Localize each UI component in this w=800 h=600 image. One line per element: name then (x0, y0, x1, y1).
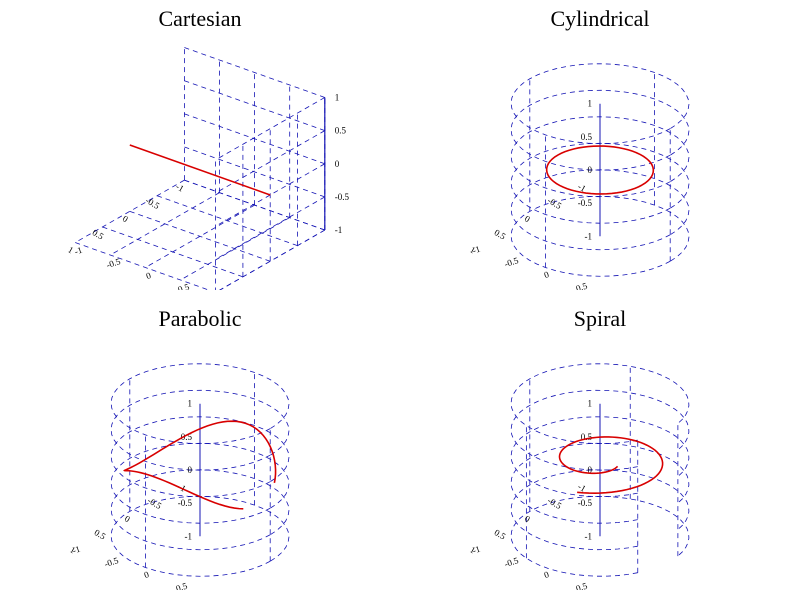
svg-text:1: 1 (588, 99, 593, 109)
svg-text:-0.5: -0.5 (335, 192, 350, 202)
panel-parabolic: Parabolic -1-0.500.51-1-0.500.51-1-0.500… (0, 300, 400, 600)
title-cartesian: Cartesian (0, 6, 400, 32)
title-parabolic: Parabolic (0, 306, 400, 332)
title-cylindrical: Cylindrical (400, 6, 800, 32)
svg-text:1: 1 (588, 399, 593, 409)
svg-text:0: 0 (143, 569, 151, 580)
plot-cylindrical: -1-0.500.51-1-0.500.51-1-0.500.51 (410, 40, 790, 290)
svg-cylindrical: -1-0.500.51-1-0.500.51-1-0.500.51 (410, 40, 790, 290)
panel-cylindrical: Cylindrical -1-0.500.51-1-0.500.51-1-0.5… (400, 0, 800, 300)
svg-text:-0.5: -0.5 (503, 255, 520, 269)
svg-text:-0.5: -0.5 (144, 195, 162, 211)
svg-cartesian: -1-0.500.51-1-0.500.51-1-0.500.51 (10, 40, 390, 290)
svg-parabolic: -1-0.500.51-1-0.500.51-1-0.500.51 (10, 340, 390, 590)
plot-parabolic: -1-0.500.51-1-0.500.51-1-0.500.51 (10, 340, 390, 590)
svg-text:1: 1 (335, 92, 340, 102)
svg-text:0.5: 0.5 (493, 527, 508, 542)
svg-text:0: 0 (188, 465, 193, 475)
svg-text:-1: -1 (585, 231, 593, 241)
svg-text:0: 0 (335, 159, 340, 169)
svg-text:0: 0 (543, 569, 551, 580)
svg-text:0: 0 (588, 165, 593, 175)
svg-text:0.5: 0.5 (575, 280, 589, 290)
svg-text:0.5: 0.5 (93, 527, 108, 542)
svg-text:-0.5: -0.5 (546, 495, 564, 511)
panel-spiral: Spiral -1-0.500.51-1-0.500.51-1-0.500.51 (400, 300, 800, 600)
svg-text:-0.5: -0.5 (578, 198, 593, 208)
svg-text:-0.5: -0.5 (503, 555, 520, 569)
svg-text:0.5: 0.5 (575, 580, 589, 590)
svg-text:0.5: 0.5 (335, 126, 347, 136)
svg-text:-1: -1 (335, 225, 343, 235)
panel-cartesian: Cartesian -1-0.500.51-1-0.500.51-1-0.500… (0, 0, 400, 300)
svg-text:-0.5: -0.5 (546, 195, 564, 211)
svg-text:0: 0 (145, 270, 153, 281)
svg-text:-0.5: -0.5 (103, 555, 120, 569)
svg-text:0.5: 0.5 (91, 227, 106, 242)
svg-text:0.5: 0.5 (581, 132, 593, 142)
svg-text:0: 0 (543, 269, 551, 280)
svg-text:0.5: 0.5 (493, 227, 508, 242)
coordinate-systems-grid: Cartesian -1 -0.5 0 0.5 1 -1 -0.5 0 0.5 1 -1 -0.5 0 0… (0, 0, 800, 600)
plot-cartesian: -1-0.500.51-1-0.500.51-1-0.500.51 (10, 40, 390, 290)
title-spiral: Spiral (400, 306, 800, 332)
svg-spiral: -1-0.500.51-1-0.500.51-1-0.500.51 (410, 340, 790, 590)
svg-text:0: 0 (523, 513, 532, 524)
svg-text:0: 0 (123, 513, 132, 524)
plot-spiral: -1-0.500.51-1-0.500.51-1-0.500.51 (410, 340, 790, 590)
svg-text:-0.5: -0.5 (578, 498, 593, 508)
svg-text:-1: -1 (585, 531, 593, 541)
svg-text:1: 1 (188, 399, 193, 409)
svg-text:-0.5: -0.5 (146, 495, 164, 511)
svg-text:-1: -1 (185, 531, 193, 541)
svg-text:0: 0 (121, 213, 130, 224)
svg-text:-1: -1 (174, 181, 185, 193)
svg-text:0.5: 0.5 (175, 580, 189, 590)
svg-text:-0.5: -0.5 (178, 498, 193, 508)
svg-text:0: 0 (523, 213, 532, 224)
